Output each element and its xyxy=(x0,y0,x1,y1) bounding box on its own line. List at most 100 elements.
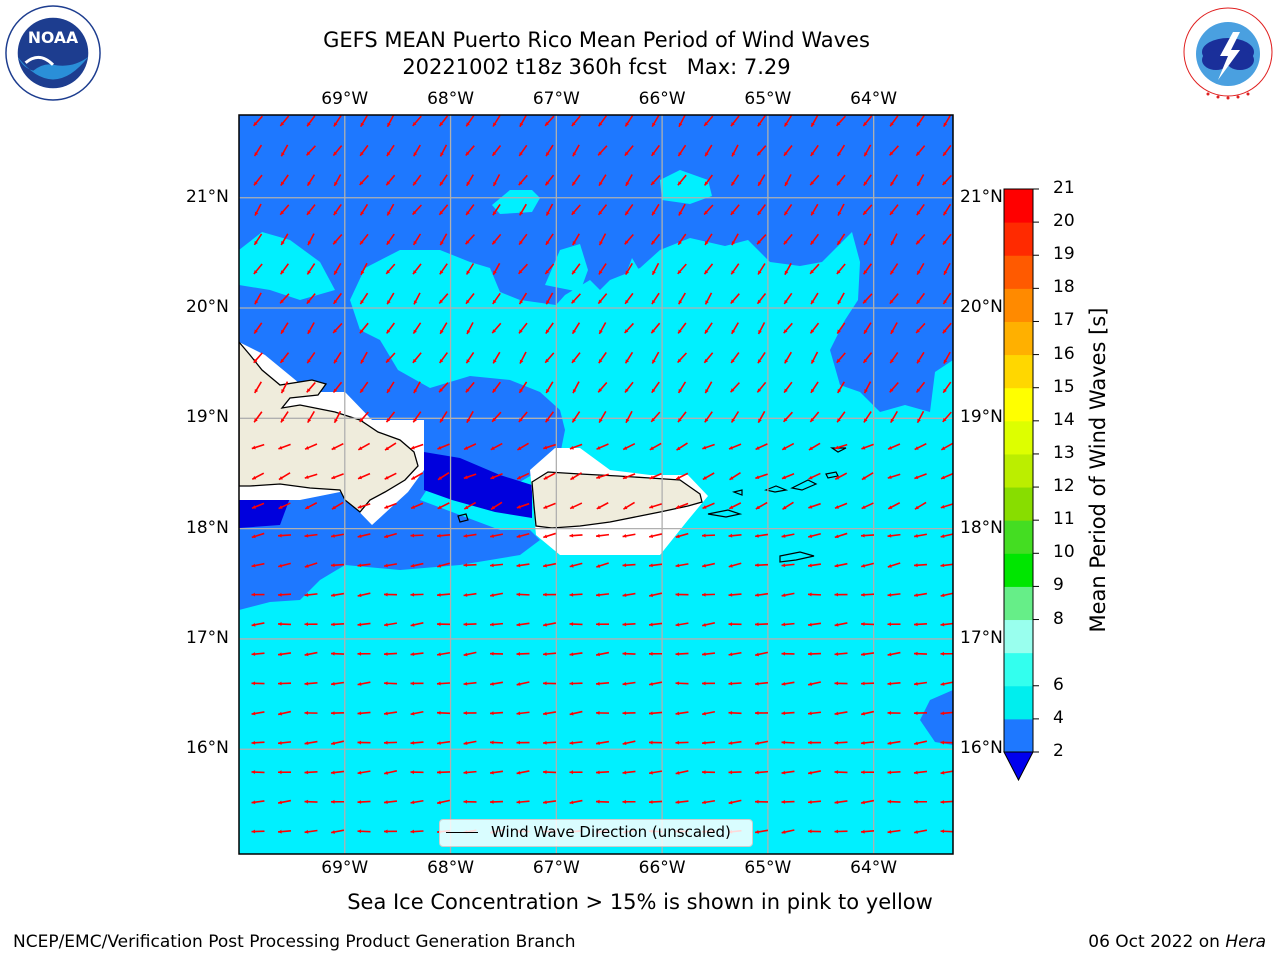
wave-direction-arrowhead xyxy=(572,389,577,394)
wave-direction-arrowhead xyxy=(412,210,417,215)
longitude-label-top: 64°W xyxy=(850,89,898,109)
wave-direction-arrowhead xyxy=(834,711,839,716)
wave-direction-arrowhead xyxy=(702,622,706,627)
wave-direction-arrowhead xyxy=(493,122,497,127)
wave-direction-arrowhead xyxy=(518,418,523,423)
wave-direction-arrowhead xyxy=(384,563,388,568)
wave-direction-arrowhead xyxy=(702,445,707,450)
colorbar-tick-label: 6 xyxy=(1053,674,1064,695)
wave-direction-arrowhead xyxy=(914,475,919,480)
wave-direction-arrowhead xyxy=(781,622,786,627)
wave-direction-arrowhead xyxy=(624,329,629,333)
wave-direction-arrowhead xyxy=(543,505,548,509)
wave-direction-arrowhead xyxy=(861,741,865,745)
wave-direction-arrowhead xyxy=(705,152,709,157)
wave-direction-arrowhead xyxy=(251,445,256,450)
wave-direction-arrowhead xyxy=(757,211,762,216)
wave-period-below-2-region-west xyxy=(239,498,290,528)
wave-direction-arrowhead xyxy=(492,211,497,216)
wave-direction-arrowhead xyxy=(728,741,733,745)
wave-direction-arrowhead xyxy=(466,359,470,364)
wave-direction-arrowhead xyxy=(917,418,921,423)
wave-direction-arrowhead xyxy=(837,418,841,423)
wave-direction-arrowhead xyxy=(545,358,549,363)
wave-direction-arrowhead xyxy=(331,770,335,775)
wave-direction-arrowhead xyxy=(413,300,418,305)
latitude-label-left: 20°N xyxy=(186,297,229,318)
wave-direction-arrowhead xyxy=(702,592,706,597)
wave-direction-arrowhead xyxy=(516,592,521,597)
wave-direction-arrowhead xyxy=(307,181,312,186)
wave-direction-arrowhead xyxy=(755,770,759,775)
wave-direction-arrowhead xyxy=(358,446,363,450)
wave-direction-arrowhead xyxy=(887,564,892,568)
wave-direction-arrowhead xyxy=(358,475,363,480)
wave-direction-arrowhead xyxy=(304,829,309,834)
wave-direction-arrowhead xyxy=(808,651,812,656)
svg-text:NOAA: NOAA xyxy=(28,28,79,47)
wave-direction-arrowhead xyxy=(625,418,630,423)
wave-direction-arrowhead xyxy=(545,418,550,423)
wave-direction-arrowhead xyxy=(493,270,497,275)
wave-direction-arrowhead xyxy=(728,681,733,686)
wave-direction-arrowhead xyxy=(251,592,256,597)
wave-direction-arrowhead xyxy=(357,593,362,598)
wave-direction-arrowhead xyxy=(916,151,921,156)
wave-direction-arrowhead xyxy=(384,681,388,686)
wave-direction-arrowhead xyxy=(410,681,415,686)
wave-direction-arrowhead xyxy=(357,563,362,568)
wave-direction-arrowhead xyxy=(810,181,814,186)
wave-direction-arrowhead xyxy=(914,711,918,716)
wave-direction-arrowhead xyxy=(440,329,444,334)
wave-direction-arrowhead xyxy=(649,563,653,568)
wave-direction-arrowhead xyxy=(569,533,574,538)
wave-direction-arrowhead xyxy=(755,622,759,627)
wave-direction-arrowhead xyxy=(834,622,839,627)
wave-direction-arrowhead xyxy=(384,711,388,716)
wave-direction-arrowhead xyxy=(622,563,627,568)
longitude-label-bottom: 68°W xyxy=(427,858,475,878)
wave-direction-arrowhead xyxy=(278,652,282,657)
wave-direction-arrowhead xyxy=(808,740,812,745)
wave-direction-arrowhead xyxy=(307,329,312,334)
colorbar-tick-label: 11 xyxy=(1053,509,1075,530)
wave-direction-arrowhead xyxy=(278,800,282,805)
wave-direction-arrowhead xyxy=(887,533,892,538)
wave-direction-arrowhead xyxy=(359,181,364,185)
wave-direction-arrowhead xyxy=(357,622,362,627)
wave-direction-arrowhead xyxy=(916,299,921,304)
wave-direction-arrowhead xyxy=(941,475,946,480)
wave-direction-arrowhead xyxy=(916,388,921,393)
wave-direction-arrowhead xyxy=(278,711,282,716)
wave-direction-arrowhead xyxy=(413,329,417,334)
wave-direction-arrowhead xyxy=(412,121,417,126)
wave-direction-arrowhead xyxy=(625,359,630,364)
wave-direction-arrowhead xyxy=(437,533,441,538)
wave-direction-arrowhead xyxy=(598,359,603,364)
colorbar-tick-label: 13 xyxy=(1053,442,1075,463)
wave-direction-arrowhead xyxy=(410,563,415,568)
wave-direction-arrowhead xyxy=(596,681,600,686)
wave-direction-arrowhead xyxy=(410,533,415,538)
wave-direction-arrowhead xyxy=(887,681,892,686)
wave-direction-arrowhead xyxy=(360,270,365,275)
wave-direction-arrowhead xyxy=(651,240,656,245)
wave-direction-arrowhead xyxy=(914,770,918,775)
wave-direction-arrowhead xyxy=(888,505,893,509)
wave-direction-arrowhead xyxy=(357,770,362,775)
wave-direction-arrowhead xyxy=(731,329,736,334)
wave-direction-arrowhead xyxy=(437,710,441,715)
wave-direction-arrowhead xyxy=(307,122,311,127)
wave-direction-arrowhead xyxy=(729,476,734,480)
latitude-label-left: 18°N xyxy=(186,517,229,538)
latitude-label-left: 19°N xyxy=(186,407,229,428)
wave-direction-arrowhead xyxy=(570,505,575,509)
wave-direction-arrowhead xyxy=(942,417,947,422)
wave-direction-arrowhead xyxy=(596,505,601,509)
wave-direction-arrowhead xyxy=(622,770,627,775)
wave-direction-arrowhead xyxy=(571,358,576,363)
wave-direction-arrowhead xyxy=(943,151,947,156)
wave-direction-arrowhead xyxy=(281,389,285,394)
wave-direction-arrowhead xyxy=(569,800,574,805)
colorbar-tick-label: 18 xyxy=(1053,277,1075,298)
